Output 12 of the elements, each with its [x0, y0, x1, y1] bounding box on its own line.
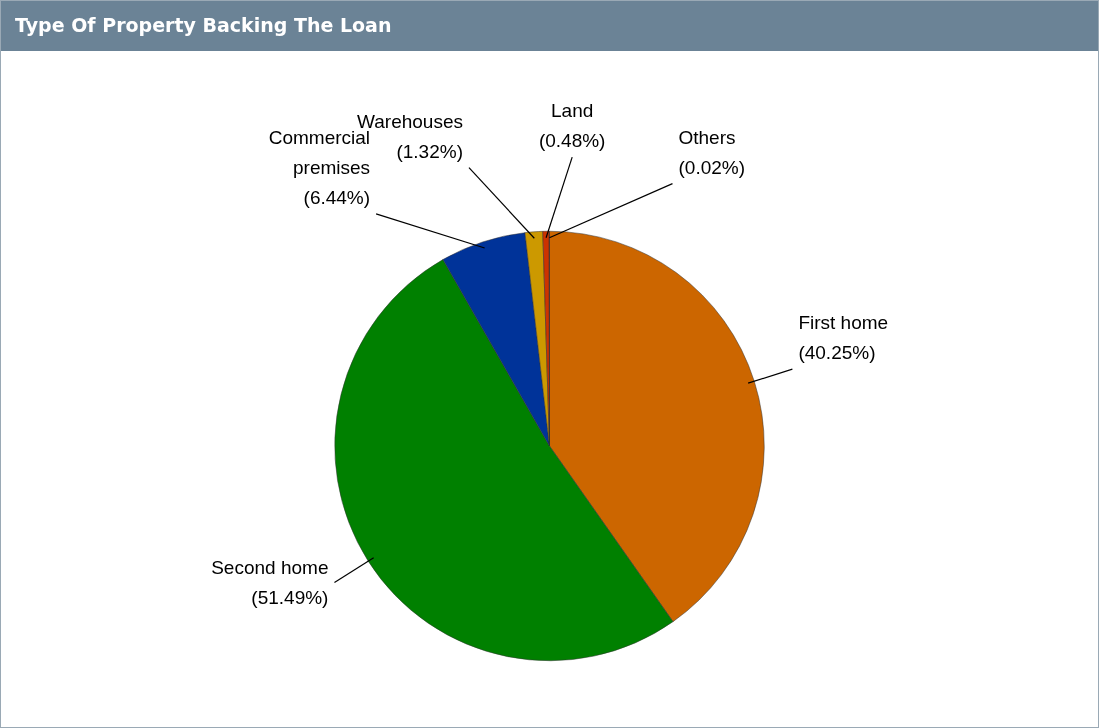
- data-label: (40.25%): [798, 342, 876, 364]
- slice-label: Others: [678, 126, 736, 148]
- data-label: (6.44%): [303, 186, 371, 208]
- data-label: (51.49%): [251, 586, 329, 608]
- slice-label: Warehouses: [357, 110, 463, 132]
- data-label: (1.32%): [396, 140, 463, 162]
- data-label: (0.48%): [538, 130, 606, 152]
- slice-label: First home: [798, 312, 889, 334]
- slice-label: Second home: [211, 556, 329, 578]
- slice-label: Land: [551, 100, 594, 122]
- data-label: (0.02%): [678, 156, 746, 178]
- chart-title: Type Of Property Backing The Loan: [1, 1, 1098, 51]
